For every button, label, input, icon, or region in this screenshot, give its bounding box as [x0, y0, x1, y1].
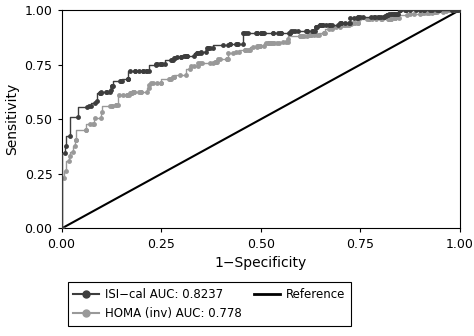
Y-axis label: Sensitivity: Sensitivity	[5, 83, 19, 156]
Legend: ISI−cal AUC: 0.8237, HOMA (inv) AUC: 0.778, Reference: ISI−cal AUC: 0.8237, HOMA (inv) AUC: 0.7…	[67, 283, 351, 326]
X-axis label: 1−Specificity: 1−Specificity	[215, 256, 307, 270]
